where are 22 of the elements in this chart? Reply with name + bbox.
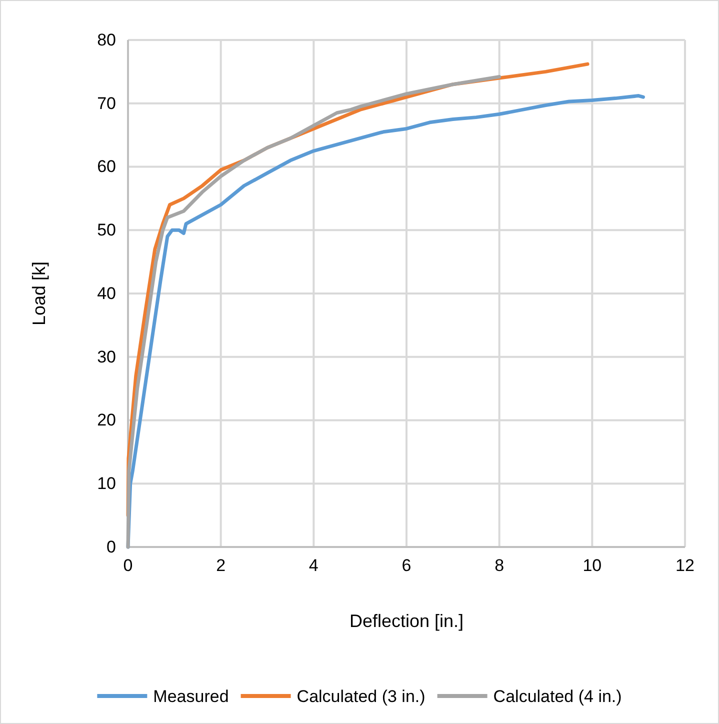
x-tick-label: 4 xyxy=(308,556,318,576)
x-tick-label: 8 xyxy=(494,556,504,576)
y-tick-label: 30 xyxy=(97,347,116,366)
legend-label: Calculated (4 in.) xyxy=(493,687,622,706)
y-tick-label: 80 xyxy=(97,30,116,50)
y-tick-label: 40 xyxy=(97,284,116,303)
y-tick-label: 70 xyxy=(97,94,116,113)
x-tick-label: 2 xyxy=(216,556,226,576)
y-tick-label: 10 xyxy=(97,474,116,494)
x-tick-label: 6 xyxy=(402,556,412,576)
legend-label: Measured xyxy=(153,687,229,706)
legend-label: Calculated (3 in.) xyxy=(296,687,426,706)
x-tick-label: 12 xyxy=(676,556,694,576)
x-tick-label: 0 xyxy=(123,556,133,576)
line-series xyxy=(126,75,502,549)
x-tick-label: 10 xyxy=(582,556,602,576)
y-tick-label: 60 xyxy=(97,157,116,176)
y-tick-label: 0 xyxy=(106,537,116,556)
y-tick-label: 50 xyxy=(97,220,116,240)
x-axis-title: Deflection [in.] xyxy=(349,611,464,631)
y-axis-title: Load [k] xyxy=(28,261,49,326)
y-tick-label: 20 xyxy=(97,410,116,430)
